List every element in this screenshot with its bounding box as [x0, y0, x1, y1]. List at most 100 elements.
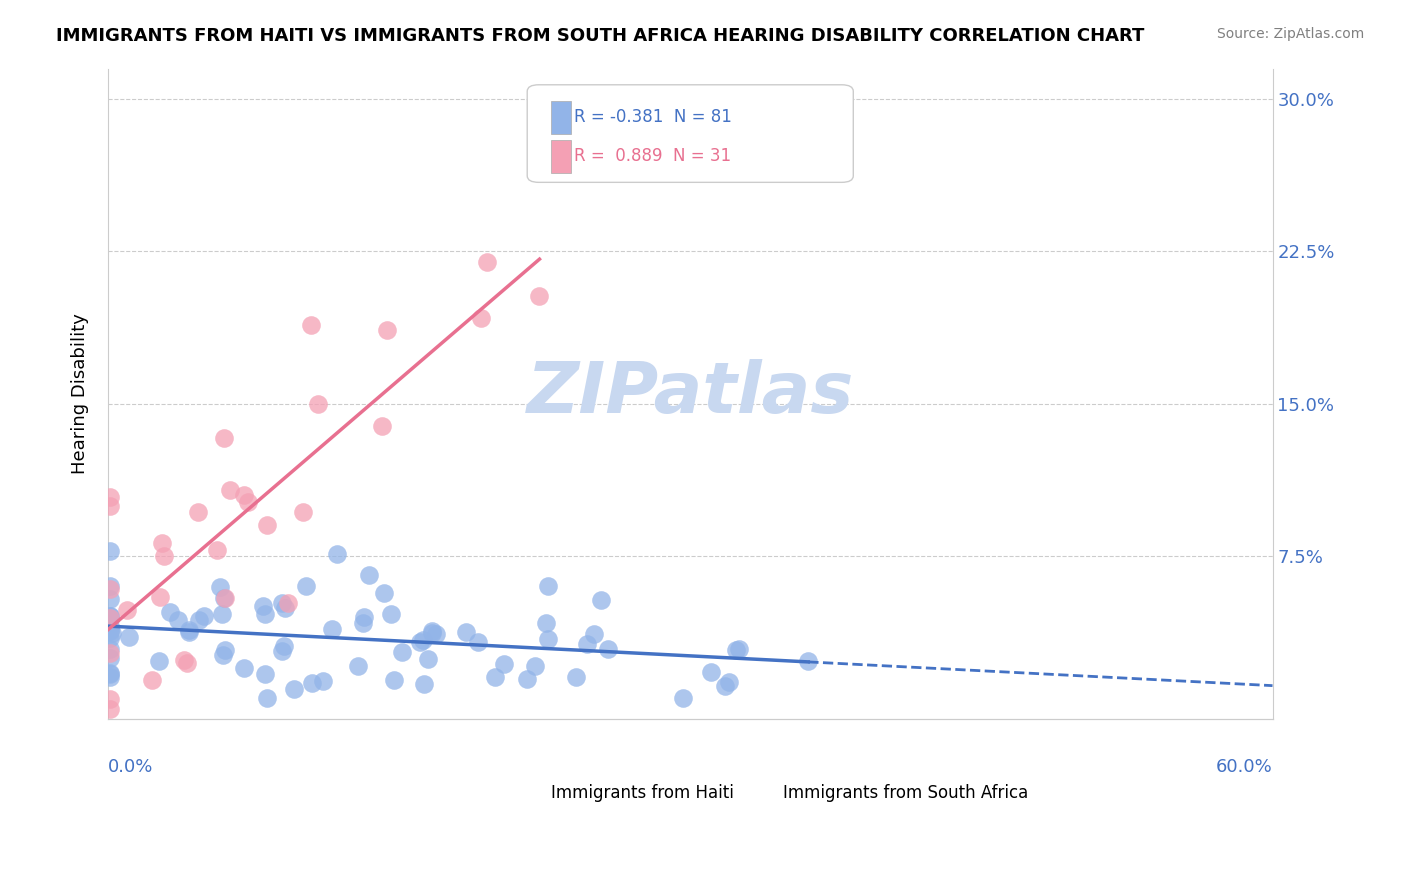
Point [179, 624, 201, 639]
Bar [498, 768, 533, 794]
Point [173, 653, 195, 667]
Point [299, 318, 322, 332]
Text: Immigrants from South Africa: Immigrants from South Africa [783, 784, 1029, 802]
Point [252, 599, 274, 613]
Point [98, 692, 121, 706]
Point [187, 505, 209, 519]
Point [326, 547, 349, 561]
Point [177, 623, 200, 637]
Point [98, 609, 121, 624]
Point [98, 612, 121, 626]
Point [357, 568, 380, 582]
Bar [551, 101, 571, 134]
Point [728, 641, 751, 656]
Point [208, 580, 231, 594]
Point [98, 642, 121, 657]
Point [534, 615, 557, 630]
Y-axis label: Hearing Disability: Hearing Disability [72, 313, 89, 475]
Point [373, 585, 395, 599]
Text: ZIPatlas: ZIPatlas [527, 359, 853, 428]
Point [98, 582, 121, 597]
Point [98, 624, 121, 639]
Point [98, 665, 121, 680]
Point [193, 609, 215, 624]
Bar [551, 140, 571, 172]
Point [98, 670, 121, 684]
Point [98, 609, 121, 624]
Point [274, 601, 297, 615]
Point [270, 596, 292, 610]
Point [537, 632, 560, 646]
Point [347, 658, 370, 673]
Point [371, 419, 394, 434]
Point [516, 672, 538, 686]
Text: Immigrants from Haiti: Immigrants from Haiti [551, 784, 734, 802]
Point [352, 615, 374, 630]
Point [529, 288, 551, 302]
Point [141, 673, 163, 688]
Point [188, 613, 211, 627]
Point [98, 490, 121, 504]
Point [353, 609, 375, 624]
Point [380, 607, 402, 621]
FancyBboxPatch shape [527, 85, 853, 182]
Point [425, 627, 447, 641]
Point [214, 643, 236, 657]
Point [149, 590, 172, 604]
Point [295, 579, 318, 593]
Point [98, 702, 121, 716]
Point [253, 607, 276, 621]
Point [291, 505, 314, 519]
Point [470, 310, 492, 325]
Point [148, 654, 170, 668]
Point [256, 691, 278, 706]
Text: IMMIGRANTS FROM HAITI VS IMMIGRANTS FROM SOUTH AFRICA HEARING DISABILITY CORRELA: IMMIGRANTS FROM HAITI VS IMMIGRANTS FROM… [56, 27, 1144, 45]
Point [420, 625, 443, 640]
Point [101, 626, 124, 640]
Point [589, 592, 612, 607]
Point [537, 579, 560, 593]
Point [475, 255, 498, 269]
Point [211, 607, 233, 621]
Point [523, 659, 546, 673]
Point [98, 612, 121, 626]
Point [412, 632, 434, 647]
Point [456, 625, 478, 640]
Point [159, 605, 181, 619]
Point [382, 673, 405, 687]
Point [98, 579, 121, 593]
Point [118, 630, 141, 644]
Point [413, 677, 436, 691]
Point [717, 675, 740, 690]
Point [232, 488, 254, 502]
Point [98, 611, 121, 625]
Point [565, 670, 588, 684]
Point [596, 642, 619, 657]
Text: R =  0.889  N = 31: R = 0.889 N = 31 [574, 147, 731, 165]
Point [98, 624, 121, 638]
Point [277, 596, 299, 610]
Point [238, 494, 260, 508]
Point [256, 518, 278, 533]
Point [176, 657, 198, 671]
Point [672, 691, 695, 706]
Point [484, 670, 506, 684]
Point [273, 639, 295, 653]
Point [214, 591, 236, 606]
Point [321, 622, 343, 636]
Point [98, 667, 121, 681]
Text: Source: ZipAtlas.com: Source: ZipAtlas.com [1216, 27, 1364, 41]
Point [117, 603, 139, 617]
Point [377, 323, 399, 337]
Point [150, 536, 173, 550]
Point [391, 645, 413, 659]
Point [214, 430, 236, 444]
Point [218, 483, 240, 497]
Bar [742, 768, 778, 794]
Point [98, 543, 121, 558]
Point [576, 636, 599, 650]
Point [301, 676, 323, 690]
Point [207, 542, 229, 557]
Point [312, 674, 335, 689]
Text: 60.0%: 60.0% [1216, 758, 1272, 776]
